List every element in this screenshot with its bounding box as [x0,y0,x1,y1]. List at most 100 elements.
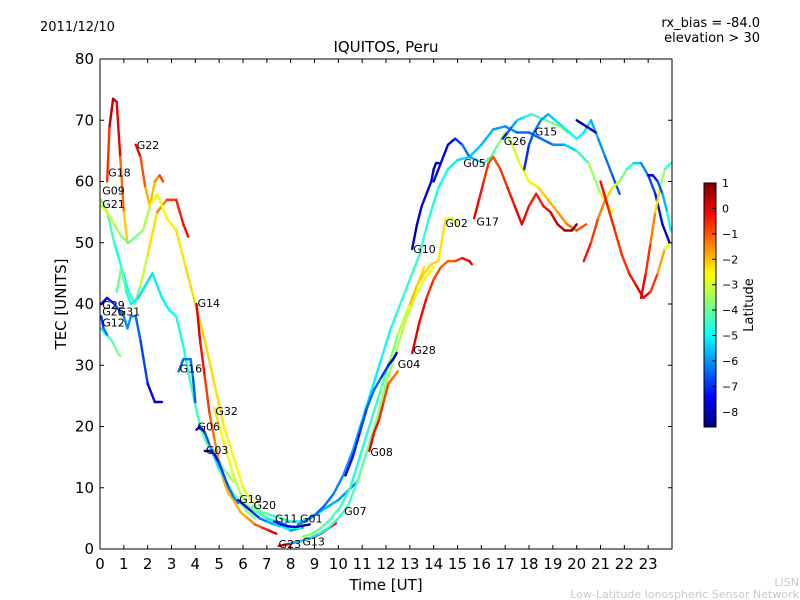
series-g15-seg-0-0 [523,143,531,171]
series-unlabeled-29-seg-3-2 [649,210,657,244]
series-g04-seg-0-3 [365,388,376,410]
label-g06: G06 [198,421,221,434]
series-g18-seg-0-3 [115,100,122,159]
series-g20 [251,480,359,523]
series-g04-seg-0-0 [344,455,354,477]
series-unlabeled-29-seg-1-6 [625,161,636,171]
series-g12-seg-0-3 [116,351,122,358]
x-tick-label-16: 16 [472,555,491,573]
series-unlabeled-29-seg-2-6 [642,290,652,300]
label-g17: G17 [476,215,499,228]
x-axis-label: Time [UT] [348,576,422,594]
series-unlabeled-29-seg-3-4 [658,168,667,189]
x-tick-label-10: 10 [329,555,348,573]
series-g05-seg-0-4 [461,143,471,159]
series-unlabeled-29-seg-4-1 [651,174,659,183]
series-g01-seg-0-28 [587,161,602,195]
series-g26-seg-0-9 [558,125,569,134]
series-g13-seg-0-5 [337,504,350,520]
series-g01-seg-0-27 [575,149,590,165]
series-g15-seg-0-2 [532,119,543,134]
series-g10-seg-0-3 [425,180,433,195]
x-tick-label-4: 4 [191,555,201,573]
series-g17-seg-0-5 [499,168,509,189]
label-g20: G20 [254,499,277,512]
series-g01-seg-0-14 [427,186,440,220]
series-g26-seg-0-0 [501,131,509,140]
x-tick-label-7: 7 [262,555,272,573]
label-g07: G07 [344,505,367,518]
series-g07-seg-0-10 [396,308,409,336]
series-g08-seg-0-5 [391,370,400,379]
series-g11-seg-0-3 [294,524,304,529]
series-g29-seg-0-3 [117,308,126,318]
label-g21: G21 [102,198,125,211]
series-unlabeled-29-seg-2-3 [620,253,631,275]
series-g19-seg-0-5 [272,523,283,528]
series-g01-seg-0-16 [446,158,459,171]
series-g29-seg-0-0 [100,296,109,306]
series-g21-seg-0-2 [113,223,123,238]
series-g01-seg-0-23 [527,131,543,140]
series-g31-seg-0-6 [151,272,164,300]
series-g17-seg-0-13 [556,223,566,232]
colorbar: 1 0 −1 −2 −3 −4 −5 −6 −7 −8 Latitude [703,177,757,428]
label-g08: G08 [370,446,393,459]
series-g09-seg-0-10 [175,198,185,226]
series-g05-seg-0-8 [489,143,500,159]
series-g15-seg-0-5 [554,119,564,128]
x-tick-label-8: 8 [286,555,296,573]
series-g13-seg-0-2 [308,532,321,540]
series-g19-seg-0-0 [237,498,247,508]
series-g08-seg-0-0 [368,431,376,453]
label-g22: G22 [137,139,160,152]
series-g03-seg-0-3 [217,462,226,477]
series-g14-seg-0-13 [268,529,278,535]
series-g31-seg-0-0 [115,266,123,293]
series-g05-seg-0-11 [511,143,521,165]
series-g07-seg-0-4 [339,486,352,508]
series-g19-seg-0-4 [265,520,276,526]
series-g25 [100,315,109,336]
series-g31-seg-0-10 [182,345,192,385]
series-g21-seg-0-11 [184,266,197,306]
series-g12 [100,327,122,358]
series-unlabeled-29-seg-2-2 [613,229,624,257]
series-unlabeled-29-seg-1-0 [582,241,593,263]
series-unlabeled-29-seg-3-0 [639,272,647,300]
series-g17-seg-0-15 [570,223,578,232]
series-g17-seg-0-1 [477,180,485,202]
series-g28-seg-0-7 [461,256,471,263]
series-g09-seg-0-2 [113,241,123,269]
series-g20-seg-0-1 [260,511,273,517]
series-g13-seg-0-14 [422,266,435,281]
series-g07-seg-0-3 [329,504,342,520]
series-unlabeled-29-seg-1-10 [654,192,664,226]
label-g32: G32 [215,405,238,418]
series-g15-seg-0-3 [539,112,550,122]
x-tick-label-1: 1 [119,555,129,573]
series-g07-seg-0-1 [310,526,323,535]
series-g31-seg-0-5 [144,272,154,287]
series-g18-seg-0-1 [108,97,115,128]
series-g28-seg-0-6 [453,256,464,263]
series-g10-seg-0-2 [420,192,428,208]
series-g04-seg-0-5 [380,364,390,379]
series-g31-seg-0-4 [136,284,147,300]
series-g05-seg-0-14 [537,186,550,202]
colorbar-label: Latitude [742,278,757,332]
footer-lisn: LISN [774,576,799,589]
series-g26-seg-0-2 [511,119,519,128]
series-g05-seg-0-18 [575,223,588,232]
series-g29-seg-0-9 [146,382,157,404]
label-g19: G19 [239,493,262,506]
series-g06-seg-0-2 [203,431,211,447]
series-g19-seg-0-3 [258,517,269,523]
series-g05-seg-0-0 [432,161,443,183]
series-g07-seg-0-7 [368,394,381,428]
series-unlabeled-29-seg-1-2 [596,198,607,220]
series-g01-seg-0-6 [351,419,364,453]
series-g26-seg-0-3 [515,115,526,122]
x-tick-label-9: 9 [310,555,320,573]
series-g26-seg-0-7 [544,119,555,125]
